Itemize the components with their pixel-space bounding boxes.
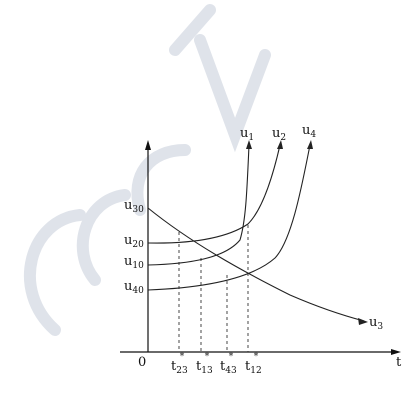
x-tick-t43: t43* (220, 352, 237, 376)
series-u1-line (147, 144, 250, 266)
x-axis-label: t (396, 355, 402, 370)
series-u2-arrow (277, 140, 283, 149)
y-axis-arrow (145, 140, 151, 150)
series-u1-arrow (246, 140, 252, 149)
y-label-u40: u40 (124, 279, 144, 296)
series-label-u1: u1 (240, 126, 254, 143)
x-tick-t12: t12* (245, 352, 262, 376)
y-label-u30: u30 (124, 198, 144, 215)
x-axis-arrow (391, 349, 401, 355)
series-u4-arrow (307, 140, 313, 149)
y-label-u10: u10 (124, 254, 144, 271)
x-tick-t13: t13* (196, 352, 213, 376)
series-label-u2: u2 (272, 126, 286, 143)
series-u3-arrow (358, 318, 368, 325)
series-u4-line (147, 144, 311, 291)
series-u3-line (147, 207, 365, 322)
origin-label: 0 (138, 355, 146, 370)
series-label-u3: u3 (369, 315, 383, 332)
y-label-u20: u20 (124, 233, 144, 250)
series-label-u4: u4 (302, 123, 316, 140)
series-u2-line (147, 144, 281, 244)
watermark (24, 4, 271, 336)
x-tick-t23: t23* (171, 352, 188, 376)
